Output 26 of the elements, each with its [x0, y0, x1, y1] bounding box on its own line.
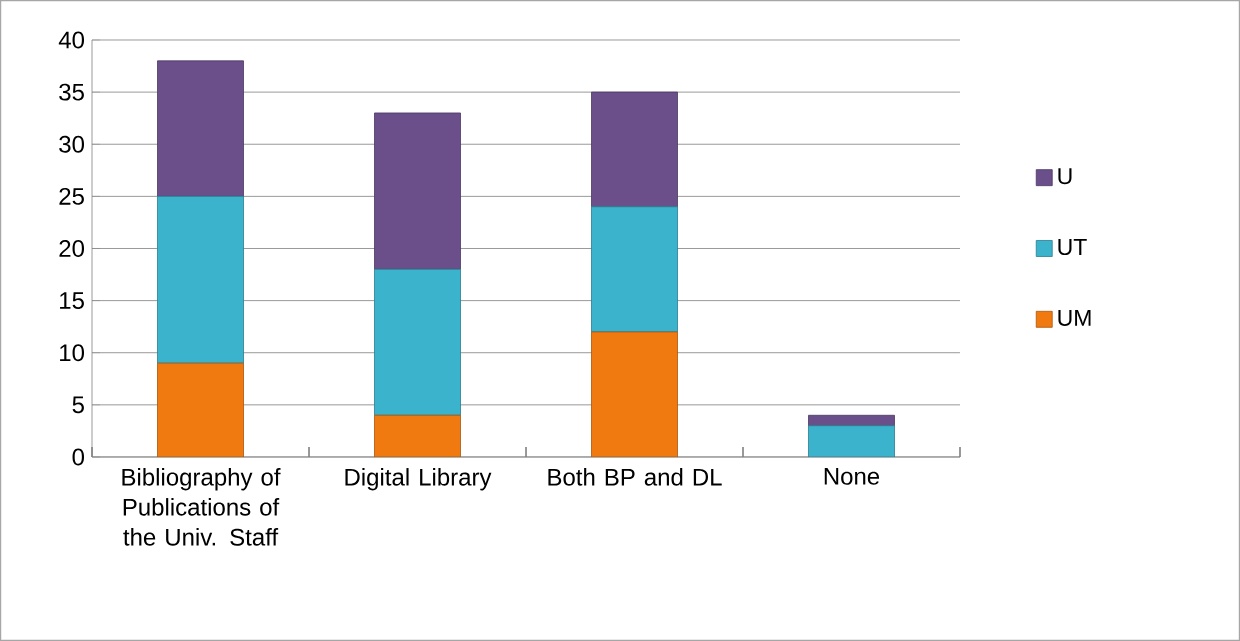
- bar: [157, 195, 244, 364]
- x-tick-label: Digital Library: [345, 468, 492, 491]
- y-tick-label: 10: [60, 344, 85, 362]
- bar: [374, 268, 461, 416]
- bar: [591, 331, 678, 457]
- bar: [808, 425, 895, 457]
- bar: [374, 112, 461, 270]
- y-tick-label: 20: [59, 240, 85, 257]
- y-tick-label: 0: [72, 448, 85, 466]
- bar: [157, 60, 244, 197]
- y-tick-label: 25: [59, 187, 84, 205]
- bar: [157, 362, 244, 457]
- legend-label: UT: [1058, 239, 1087, 256]
- bar: [591, 91, 678, 208]
- legend-label: UM: [1058, 309, 1091, 326]
- y-tick-label: 30: [59, 135, 85, 153]
- legend-label: U: [1058, 168, 1072, 185]
- y-tick-label: 15: [60, 292, 84, 309]
- bar: [374, 414, 461, 457]
- x-tick-label: None: [824, 468, 880, 485]
- y-tick-label: 5: [72, 396, 84, 414]
- x-tick-label: Bibliography of Publications of the Univ. Staff: [122, 468, 281, 546]
- x-tick-label: Both BP and DL: [548, 468, 722, 486]
- y-tick-label: 35: [59, 83, 84, 101]
- y-tick-label: 40: [58, 31, 85, 49]
- bar: [591, 206, 678, 333]
